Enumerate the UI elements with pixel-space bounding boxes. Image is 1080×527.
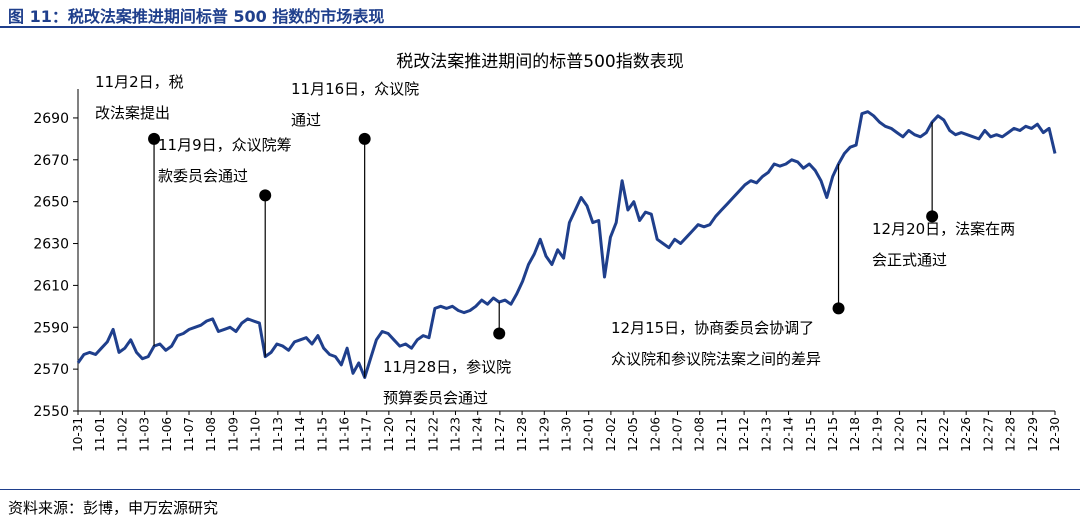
- source-rule: [0, 489, 1080, 490]
- annotation-marker: [259, 189, 272, 202]
- annotation-marker: [148, 132, 161, 145]
- y-tick-label: 2550: [33, 404, 69, 420]
- x-tick-label: 11-10: [249, 417, 263, 452]
- x-tick-label: 11-03: [138, 417, 152, 452]
- annotation-text: 11月2日，税: [95, 73, 184, 91]
- x-tick-label: 11-13: [271, 417, 285, 452]
- x-tick-label: 12-07: [671, 417, 685, 452]
- annotation-text: 11月16日，众议院: [291, 80, 419, 98]
- x-tick-label: 11-21: [404, 417, 418, 452]
- annotation-text: 12月20日，法案在两: [872, 220, 1015, 238]
- x-tick-label: 11-20: [382, 417, 396, 452]
- x-tick-label: 11-06: [160, 417, 174, 452]
- source-note: 资料来源：彭博，申万宏源研究: [8, 499, 219, 517]
- x-tick-label: 11-28: [515, 417, 529, 452]
- x-tick-label: 12-27: [981, 417, 995, 452]
- x-tick-label: 12-19: [870, 417, 884, 452]
- y-tick-label: 2650: [33, 195, 69, 211]
- x-tick-label: 11-23: [448, 417, 462, 452]
- x-tick-label: 11-08: [204, 417, 218, 452]
- annotation-marker: [926, 210, 939, 223]
- x-tick-label: 12-14: [782, 417, 796, 452]
- y-tick-label: 2630: [33, 237, 69, 253]
- x-tick-label: 12-06: [648, 417, 662, 452]
- x-tick-label: 11-22: [426, 417, 440, 452]
- x-tick-label: 11-07: [182, 417, 196, 452]
- annotation-marker: [493, 327, 506, 340]
- x-tick-label: 12-29: [1026, 417, 1040, 452]
- x-tick-label: 12-11: [715, 417, 729, 452]
- x-tick-label: 12-13: [759, 417, 773, 452]
- x-tick-label: 11-15: [315, 417, 329, 452]
- x-tick-label: 11-14: [293, 417, 307, 452]
- y-axis: 2550 2570 2590 2610 2630 2650 2670 2690: [33, 89, 79, 420]
- x-tick-label: 12-26: [959, 417, 973, 452]
- annotation-text: 款委员会通过: [158, 167, 248, 185]
- x-tick-label: 11-02: [115, 417, 129, 452]
- chart-title: 税改法案推进期间的标普500指数表现: [396, 52, 683, 72]
- x-tick-label: 11-27: [493, 417, 507, 452]
- x-tick-label: 11-16: [337, 417, 351, 452]
- annotation-text: 11月28日，参议院: [383, 358, 511, 376]
- annotation-marker: [358, 132, 371, 145]
- x-tick-label: 12-12: [737, 417, 751, 452]
- x-tick-label: 12-15: [804, 417, 818, 452]
- title-rule: [0, 26, 1080, 28]
- x-tick-label: 12-20: [893, 417, 907, 452]
- x-tick-label: 11-29: [537, 417, 551, 452]
- x-axis: 10-31 11-01 11-02 11-03 11-06 11-07 11-08 11-09…: [71, 410, 1062, 452]
- x-tick-label: 11-17: [360, 417, 374, 452]
- annotation-text: 预算委员会通过: [383, 389, 488, 407]
- annotation-marker: [832, 302, 845, 315]
- x-tick-label: 11-24: [471, 417, 485, 452]
- annotation-text: 通过: [291, 111, 321, 129]
- x-tick-label: 12-15: [826, 417, 840, 452]
- annotation-text: 12月15日，协商委员会协调了: [611, 319, 814, 337]
- annotation-text: 会正式通过: [872, 251, 947, 269]
- x-tick-label: 12-05: [626, 417, 640, 452]
- x-tick-label: 12-01: [582, 417, 596, 452]
- x-tick-label: 12-02: [604, 417, 618, 452]
- x-tick-label: 12-28: [1004, 417, 1018, 452]
- annotation-text: 11月9日，众议院筹: [158, 136, 292, 154]
- y-tick-label: 2610: [33, 278, 69, 294]
- figure-title: 图 11：税改法案推进期间标普 500 指数的市场表现: [8, 7, 385, 26]
- annotation-text: 众议院和参议院法案之间的差异: [611, 350, 821, 368]
- x-tick-label: 12-22: [937, 417, 951, 452]
- sp500-series-line: [76, 110, 1057, 379]
- x-tick-label: 11-09: [226, 417, 240, 452]
- x-tick-label: 12-08: [693, 417, 707, 452]
- x-tick-label: 12-21: [915, 417, 929, 452]
- series-layer: [76, 110, 1057, 379]
- y-tick-label: 2690: [33, 111, 69, 127]
- y-tick-label: 2670: [33, 153, 69, 169]
- x-tick-label: 11-01: [93, 417, 107, 452]
- x-tick-label: 12-30: [1048, 417, 1062, 452]
- x-tick-label: 11-30: [560, 417, 574, 452]
- y-tick-label: 2590: [33, 320, 69, 336]
- x-tick-label: 10-31: [71, 417, 85, 452]
- y-tick-label: 2570: [33, 362, 69, 378]
- annotation-text: 改法案提出: [95, 104, 170, 122]
- x-tick-label: 12-18: [848, 417, 862, 452]
